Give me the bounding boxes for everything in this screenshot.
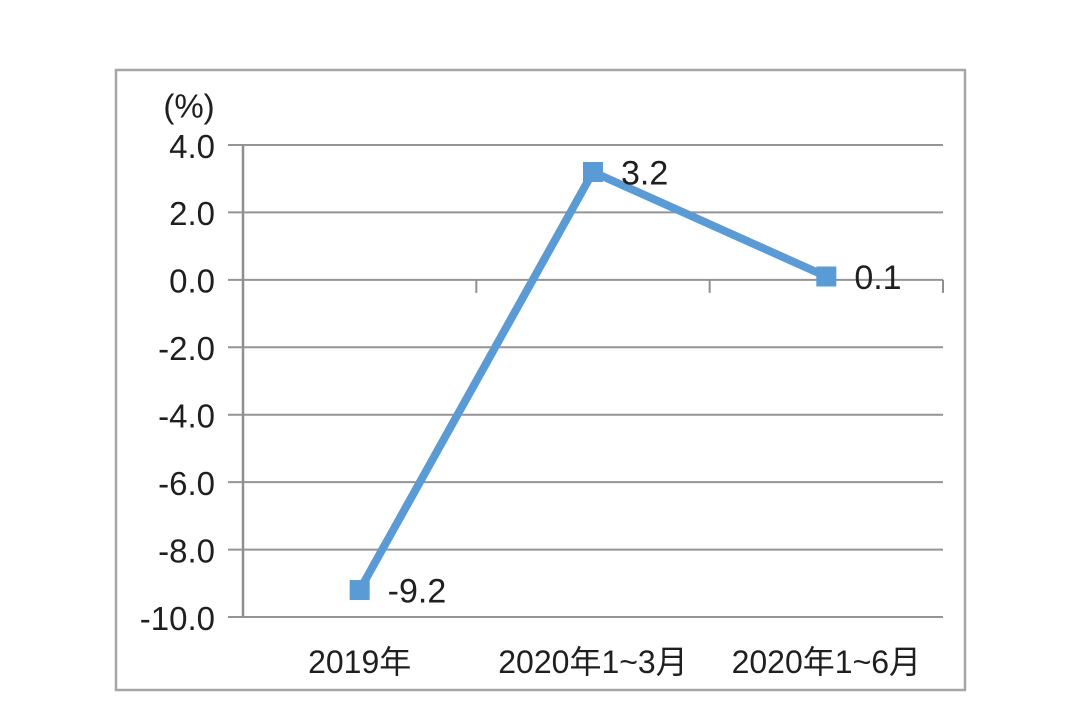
data-point-label: 0.1 — [854, 259, 901, 297]
y-axis-tick-label: -10.0 — [140, 600, 215, 637]
chart-frame — [114, 68, 967, 692]
data-point-label: 3.2 — [621, 154, 668, 192]
y-axis-tick-label: 0.0 — [169, 263, 215, 300]
y-axis-tick-label: 2.0 — [169, 195, 215, 232]
y-axis-tick-label: -2.0 — [158, 330, 215, 367]
y-axis-tick-label: -8.0 — [158, 532, 215, 569]
data-point-marker — [583, 161, 603, 182]
y-axis-tick-label: -4.0 — [158, 398, 215, 435]
data-point-label: -9.2 — [388, 572, 447, 610]
y-axis-tick-label: 4.0 — [169, 128, 215, 165]
data-point-marker — [349, 580, 370, 601]
x-axis-category-label: 2019年 — [308, 644, 411, 680]
y-axis-unit-label: (%) — [163, 88, 214, 125]
data-point-marker — [816, 266, 837, 287]
x-axis-category-label: 2020年1~3月 — [498, 644, 687, 680]
x-axis-category-label: 2020年1~6月 — [732, 644, 921, 680]
y-axis-tick-label: -6.0 — [158, 465, 215, 502]
